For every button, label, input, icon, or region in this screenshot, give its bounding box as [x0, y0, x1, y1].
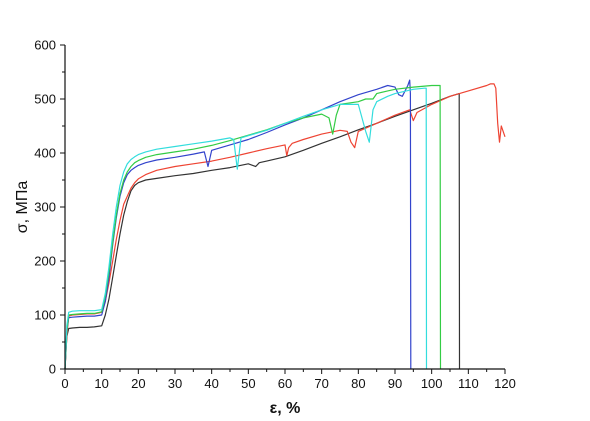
- x-tick-label: 120: [494, 376, 516, 391]
- x-tick-label: 0: [61, 376, 68, 391]
- y-axis-ticks: 0 100 200 300 400 500 600: [34, 38, 65, 377]
- x-axis-title: ε, %: [270, 400, 301, 417]
- series-line-5: [64, 87, 428, 370]
- y-tick-label: 200: [34, 254, 56, 269]
- y-tick-label: 0: [49, 362, 56, 377]
- x-tick-label: 70: [314, 376, 328, 391]
- x-tick-label: 40: [204, 376, 218, 391]
- y-tick-label: 300: [34, 200, 56, 215]
- x-axis-ticks: 0 10 20 30 40 50 60 70 80 90 100 110 120: [61, 369, 516, 391]
- y-tick-label: 400: [34, 146, 56, 161]
- series-line-2: [64, 83, 506, 370]
- y-axis-title: σ, МПа: [14, 181, 31, 234]
- y-tick-label: 500: [34, 92, 56, 107]
- plot-lines: [64, 79, 506, 370]
- x-tick-label: 50: [241, 376, 255, 391]
- y-tick-label: 600: [34, 38, 56, 53]
- x-tick-label: 10: [94, 376, 108, 391]
- series-line-3: [64, 79, 412, 370]
- x-tick-label: 80: [351, 376, 365, 391]
- x-tick-label: 20: [131, 376, 145, 391]
- x-tick-label: 30: [168, 376, 182, 391]
- x-tick-label: 90: [388, 376, 402, 391]
- x-tick-label: 60: [278, 376, 292, 391]
- series-line-1: [64, 92, 461, 370]
- y-tick-label: 100: [34, 308, 56, 323]
- x-tick-label: 110: [458, 376, 479, 391]
- x-tick-label: 100: [421, 376, 443, 391]
